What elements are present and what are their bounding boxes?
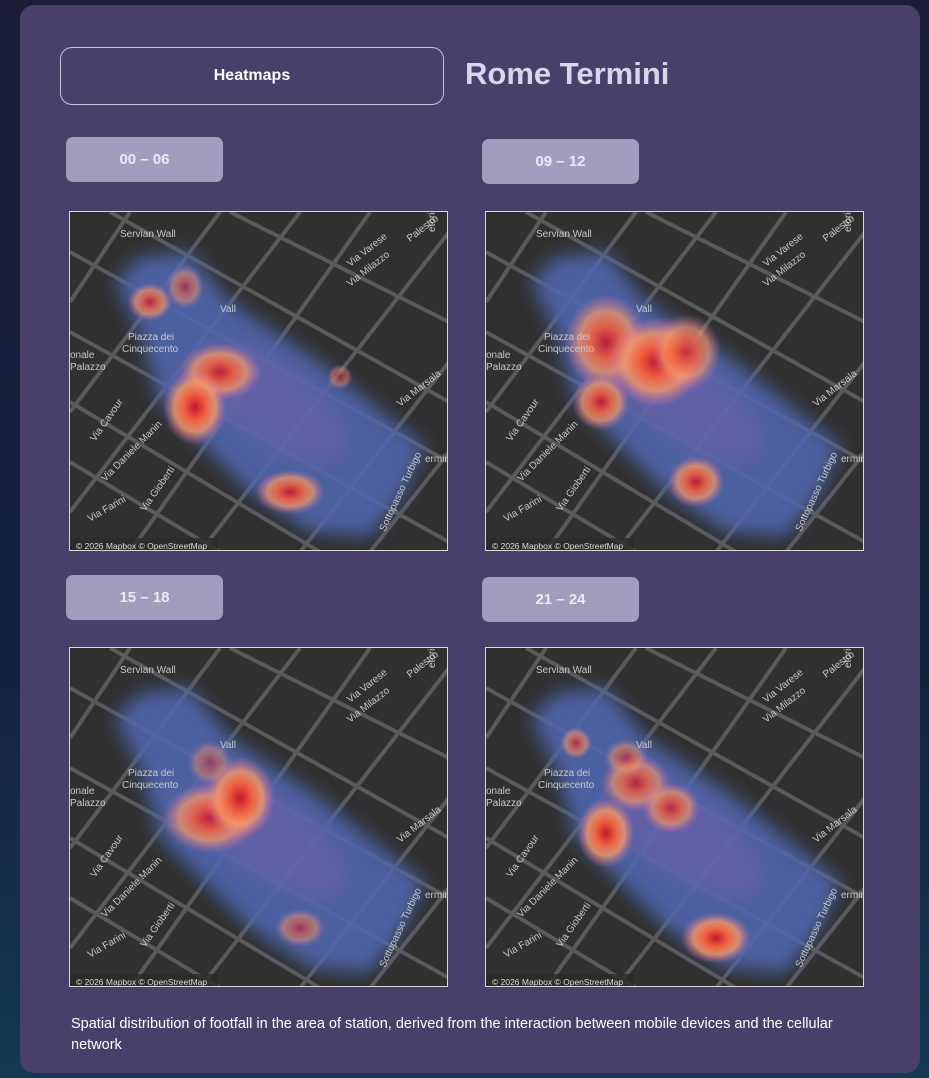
road xyxy=(486,836,737,986)
hotspot xyxy=(187,740,233,786)
attribution: © 2026 Mapbox © OpenStreetMap xyxy=(492,977,623,987)
street-label: onale xyxy=(70,786,95,797)
street-label: Palazzo xyxy=(70,362,106,373)
road xyxy=(525,648,863,840)
street-label: Piazza dei xyxy=(544,768,590,779)
hotspot xyxy=(274,908,326,948)
road xyxy=(486,648,548,740)
hotspot xyxy=(572,373,630,431)
time-range-label: 00 – 06 xyxy=(66,137,223,182)
road xyxy=(525,212,863,404)
attribution: © 2026 Mapbox © OpenStreetMap xyxy=(492,541,623,551)
street-label: Cinquecento xyxy=(122,780,179,791)
street-label: Vall xyxy=(220,740,236,751)
street-label: Piazza dei xyxy=(128,768,174,779)
street-label: Palazzo xyxy=(70,798,106,809)
time-range-label: 15 – 18 xyxy=(66,575,223,620)
time-range-label: 21 – 24 xyxy=(482,577,639,622)
street-label: etorio xyxy=(843,212,854,232)
hotspot xyxy=(667,456,725,508)
station-title: Rome Termini xyxy=(465,56,670,91)
street-label: etorio xyxy=(843,648,854,668)
street-label: ermini xyxy=(841,890,864,901)
road xyxy=(70,836,321,986)
heatmap: Servian Wall Via Varese Palestro Via Milazz… xyxy=(69,647,448,987)
hotspot xyxy=(254,469,326,515)
hotspot xyxy=(680,912,752,964)
hotspot xyxy=(163,368,227,446)
heatmap: Servian Wall Via Varese Palestro Via Milazz… xyxy=(485,647,864,987)
street-label: onale xyxy=(486,786,511,797)
street-label: ermini xyxy=(841,454,864,465)
street-label: Vall xyxy=(636,304,652,315)
road xyxy=(785,887,863,986)
road xyxy=(369,451,447,550)
street-label: Vall xyxy=(636,740,652,751)
road xyxy=(70,648,132,740)
caption: Spatial distribution of footfall in the … xyxy=(71,1016,833,1053)
street-label: Servian Wall xyxy=(120,229,176,240)
hotspot xyxy=(327,364,353,390)
hotspot xyxy=(642,782,700,834)
street-label: Cinquecento xyxy=(538,344,595,355)
attribution: © 2026 Mapbox © OpenStreetMap xyxy=(76,541,207,551)
street-label: Cinquecento xyxy=(538,780,595,791)
attribution-bg xyxy=(486,974,634,986)
street-label: Vall xyxy=(220,304,236,315)
hotspot xyxy=(577,797,635,869)
hotspot xyxy=(127,282,173,322)
hotspot xyxy=(560,727,592,759)
road xyxy=(70,212,132,304)
street-label: etorio xyxy=(427,648,438,668)
time-range-label: 09 – 12 xyxy=(482,139,639,184)
road xyxy=(486,400,737,550)
heatmaps-button[interactable]: Heatmaps xyxy=(60,47,444,105)
hotspot xyxy=(165,264,205,310)
road xyxy=(645,648,863,760)
attribution-bg xyxy=(70,974,218,986)
street-label: onale xyxy=(70,350,95,361)
road xyxy=(486,212,548,304)
street-label: Piazza dei xyxy=(128,332,174,343)
road xyxy=(109,648,447,840)
attribution-bg xyxy=(70,538,218,550)
street-label: onale xyxy=(486,350,511,361)
street-label: ermini xyxy=(425,454,448,465)
street-label: etorio xyxy=(427,212,438,232)
heatmap: Servian Wall Via Varese Palestro Via Milazz… xyxy=(69,211,448,551)
heatmap: Servian Wall Via Varese Palestro Via Milazz… xyxy=(485,211,864,551)
road xyxy=(785,451,863,550)
street-label: Palazzo xyxy=(486,362,522,373)
street-label: Cinquecento xyxy=(122,344,179,355)
street-label: Palazzo xyxy=(486,798,522,809)
hotspot xyxy=(650,313,722,391)
road xyxy=(229,648,447,760)
road xyxy=(109,212,447,404)
street-label: Servian Wall xyxy=(536,229,592,240)
street-label: ermini xyxy=(425,890,448,901)
hotspot xyxy=(603,738,649,778)
attribution: © 2026 Mapbox © OpenStreetMap xyxy=(76,977,207,987)
road xyxy=(369,887,447,986)
road xyxy=(70,400,321,550)
attribution-bg xyxy=(486,538,634,550)
road xyxy=(645,212,863,324)
road xyxy=(229,212,447,324)
street-label: Servian Wall xyxy=(120,665,176,676)
street-label: Piazza dei xyxy=(544,332,590,343)
street-label: Servian Wall xyxy=(536,665,592,676)
